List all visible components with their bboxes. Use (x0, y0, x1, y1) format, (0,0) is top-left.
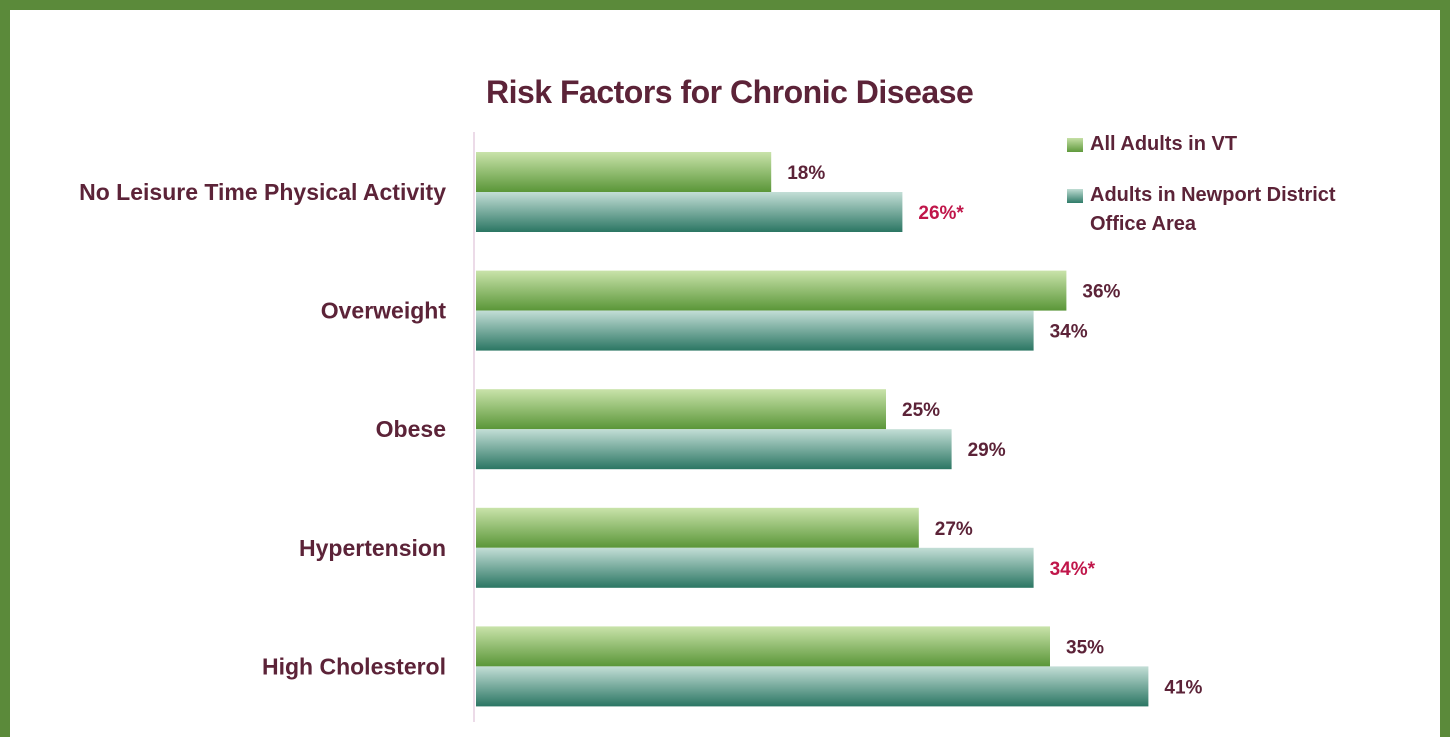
category-label: High Cholesterol (262, 653, 446, 679)
bar-series-1 (476, 626, 1050, 667)
data-label: 36% (1082, 282, 1120, 303)
legend-item-series-1: All Adults in VT (1067, 130, 1397, 159)
bar-series-2 (476, 310, 1034, 351)
category-label: Obese (376, 416, 446, 442)
legend: All Adults in VT Adults in Newport Distr… (1067, 130, 1397, 261)
data-label: 29% (968, 440, 1006, 461)
legend-swatch-series-1 (1067, 138, 1083, 152)
chart-title: Risk Factors for Chronic Disease (486, 74, 974, 110)
category-label: No Leisure Time Physical Activity (79, 179, 446, 205)
data-label: 25% (902, 400, 940, 421)
legend-label-series-2: Adults in Newport District Office Area (1090, 184, 1336, 235)
bar-series-1 (476, 270, 1067, 311)
bar-series-2 (476, 192, 903, 232)
data-label: 41% (1164, 677, 1202, 698)
data-label: 26%* (918, 203, 964, 224)
category-label: Overweight (321, 298, 447, 324)
category-label: Hypertension (299, 535, 446, 561)
data-label: 34% (1050, 322, 1088, 343)
bar-series-2 (476, 429, 952, 470)
bar-series-1 (476, 507, 919, 548)
data-label: 27% (935, 519, 973, 540)
bar-series-1 (476, 152, 772, 192)
legend-swatch-series-2 (1067, 189, 1083, 203)
legend-item-series-2: Adults in Newport District Office Area (1067, 181, 1397, 239)
bar-series-1 (476, 389, 886, 430)
legend-label-series-1: All Adults in VT (1090, 133, 1238, 155)
data-label: 35% (1066, 637, 1104, 658)
bar-series-2 (476, 666, 1149, 707)
data-label: 18% (787, 163, 825, 184)
bar-series-2 (476, 547, 1034, 588)
data-label: 34%* (1050, 559, 1096, 580)
